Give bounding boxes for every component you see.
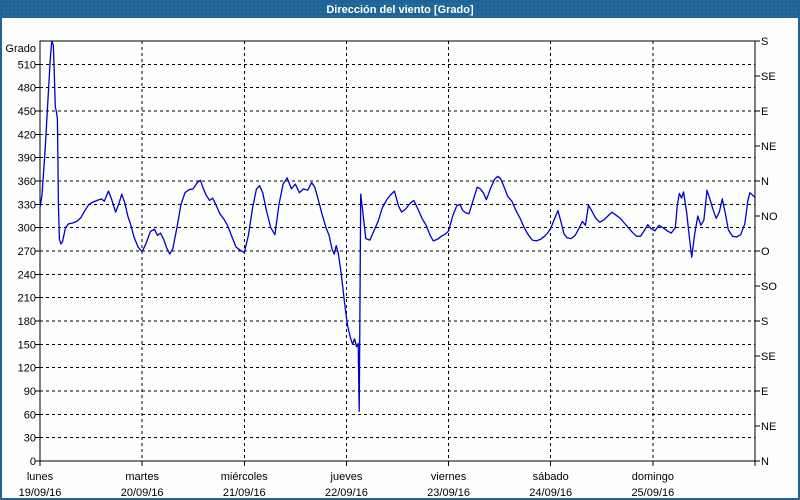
y-left-tick-label: 480: [18, 83, 36, 95]
compass-tick-label: O: [761, 246, 770, 258]
compass-tick-label: E: [761, 386, 768, 398]
y-axis-unit-label: Grado: [5, 43, 36, 55]
y-left-tick-label: 300: [18, 223, 36, 235]
x-day-date-label: 19/09/16: [19, 487, 62, 498]
x-day-name-label: domingo: [632, 471, 674, 483]
compass-tick-label: S: [761, 316, 768, 328]
x-day-date-label: 23/09/16: [427, 487, 470, 498]
wind-chart-svg: 0 30 60 90 120 150 180 210 240 270 300 330 360 390 420…: [5, 36, 778, 498]
compass-tick-label: E: [761, 106, 768, 118]
y-left-tick-label: 390: [18, 153, 36, 165]
y-left-tick-label: 360: [18, 176, 36, 188]
window-title: Dirección del viento [Grado]: [326, 4, 474, 16]
x-day-date-label: 24/09/16: [529, 487, 572, 498]
compass-tick-label: NE: [761, 141, 776, 153]
x-day-date-label: 20/09/16: [121, 487, 164, 498]
compass-tick-label: SE: [761, 71, 776, 83]
compass-tick-label: N: [761, 456, 769, 468]
x-day-date-label: 22/09/16: [325, 487, 368, 498]
y-left-tick-label: 90: [24, 386, 36, 398]
y-left-tick-label: 450: [18, 106, 36, 118]
compass-tick-label: N: [761, 176, 769, 188]
compass-tick-label: NO: [761, 211, 778, 223]
compass-tick-label: S: [761, 36, 768, 48]
chart-area: 0 30 60 90 120 150 180 210 240 270 300 330 360 390 420…: [2, 18, 798, 498]
y-left-tick-label: 270: [18, 246, 36, 258]
y-left-tick-label: 30: [24, 433, 36, 445]
y-left-tick-label: 0: [30, 456, 36, 468]
x-day-name-label: lunes: [27, 471, 54, 483]
y-left-tick-label: 180: [18, 316, 36, 328]
x-day-date-label: 21/09/16: [223, 487, 266, 498]
y-left-tick-label: 120: [18, 363, 36, 375]
wind-direction-line: [39, 40, 756, 412]
compass-tick-label: SO: [761, 281, 777, 293]
y-left-tick-label: 60: [24, 409, 36, 421]
y-left-tick-label: 420: [18, 129, 36, 141]
y-left-tick-label: 150: [18, 339, 36, 351]
x-day-name-label: martes: [125, 471, 159, 483]
compass-tick-label: NE: [761, 421, 776, 433]
y-left-tick-label: 210: [18, 293, 36, 305]
y-left-tick-label: 510: [18, 59, 36, 71]
title-bar: Dirección del viento [Grado]: [2, 2, 798, 18]
y-left-tick-label: 240: [18, 269, 36, 281]
y-left-tick-label: 330: [18, 199, 36, 211]
x-day-name-label: miércoles: [221, 471, 269, 483]
x-day-date-label: 25/09/16: [631, 487, 674, 498]
x-day-name-label: sábado: [533, 471, 569, 483]
compass-tick-label: SE: [761, 351, 776, 363]
x-day-name-label: viernes: [431, 471, 467, 483]
x-day-name-label: jueves: [330, 471, 363, 483]
